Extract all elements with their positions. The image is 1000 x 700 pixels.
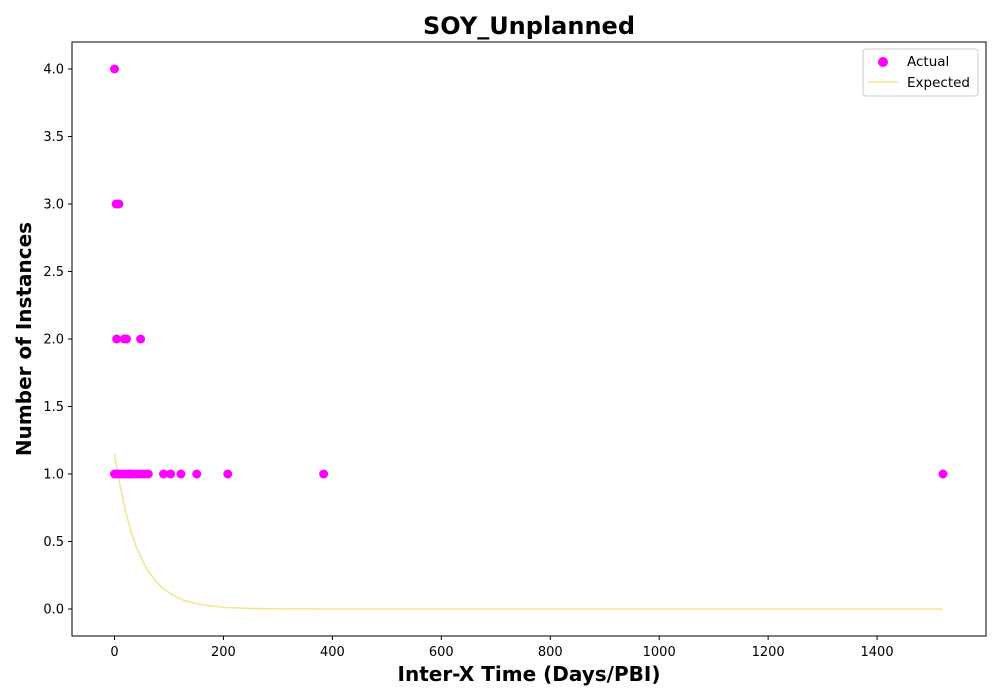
actual-data-point xyxy=(319,469,329,479)
y-tick-label: 3.5 xyxy=(43,130,64,145)
y-tick-label: 0.0 xyxy=(43,603,64,618)
actual-data-point xyxy=(114,199,124,209)
legend: Actual Expected xyxy=(862,48,979,97)
actual-data-point xyxy=(176,469,186,479)
legend-label-actual: Actual xyxy=(907,54,949,70)
actual-data-point xyxy=(938,469,948,479)
legend-marker-actual xyxy=(878,57,888,67)
y-tick-label: 4.0 xyxy=(43,63,64,78)
actual-data-point xyxy=(223,469,233,479)
y-tick-label: 1.5 xyxy=(43,400,64,415)
actual-data-point xyxy=(109,64,119,74)
plot-area xyxy=(109,64,948,610)
x-tick-label: 600 xyxy=(429,645,454,660)
actual-data-point xyxy=(136,334,146,344)
actual-data-point xyxy=(121,334,131,344)
y-tick-label: 2.0 xyxy=(43,333,64,348)
x-tick-label: 1400 xyxy=(861,645,894,660)
y-tick-label: 0.5 xyxy=(43,535,64,550)
actual-data-point xyxy=(143,469,153,479)
x-tick-label: 1200 xyxy=(752,645,785,660)
actual-data-point xyxy=(166,469,176,479)
x-axis-label: Inter-X Time (Days/PBI) xyxy=(398,662,661,686)
legend-box xyxy=(862,48,979,97)
expected-series-line xyxy=(113,453,943,610)
x-tick-label: 0 xyxy=(110,645,118,660)
y-tick-label: 2.5 xyxy=(43,265,64,280)
actual-data-point xyxy=(112,334,122,344)
x-tick-label: 200 xyxy=(211,645,236,660)
y-axis-label: Number of Instances xyxy=(12,222,36,456)
actual-data-point xyxy=(192,469,202,479)
x-tick-label: 400 xyxy=(320,645,345,660)
legend-label-expected: Expected xyxy=(907,75,970,91)
y-tick-label: 1.0 xyxy=(43,468,64,483)
actual-data-point xyxy=(159,469,169,479)
x-tick-label: 1000 xyxy=(643,645,676,660)
y-tick-label: 3.0 xyxy=(43,198,64,213)
chart-title: SOY_Unplanned xyxy=(423,12,635,40)
x-tick-label: 800 xyxy=(538,645,563,660)
